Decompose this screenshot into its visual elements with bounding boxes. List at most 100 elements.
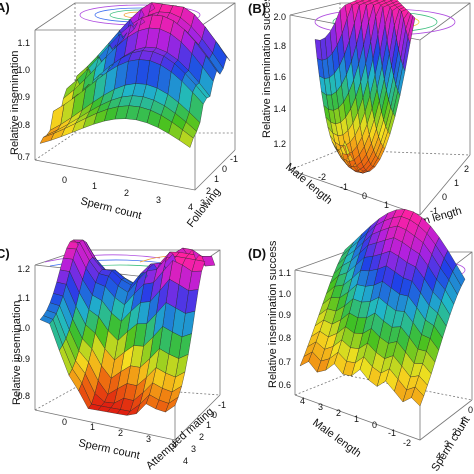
y-tick: 1 xyxy=(460,416,465,426)
z-tick: 1.0 xyxy=(278,289,291,299)
surface-facet xyxy=(116,409,131,416)
z-tick: 1.0 xyxy=(17,323,30,333)
x-tick: 1 xyxy=(92,181,97,191)
z-tick: 1.6 xyxy=(273,72,286,82)
y-tick: -1 xyxy=(340,182,348,192)
x-tick: 2 xyxy=(118,428,123,438)
surface-facet xyxy=(179,129,194,148)
z-tick: 1.8 xyxy=(273,41,286,51)
x-tick: 3 xyxy=(146,434,151,444)
panel-a-xlabel: Sperm count xyxy=(79,195,142,222)
z-tick: 0.9 xyxy=(278,310,291,320)
panel-b-label: (B) xyxy=(248,1,266,16)
panel-c-xlabel: Sperm count xyxy=(77,437,141,462)
y-tick: 3 xyxy=(200,198,205,208)
surface-facet xyxy=(342,361,356,377)
z-tick: 0.7 xyxy=(17,152,30,162)
panel-d-label: (D) xyxy=(248,246,266,261)
panel-a-zticks: 0.7 0.8 0.9 1.0 1.1 xyxy=(17,38,30,162)
y-tick: 1 xyxy=(384,200,389,210)
z-tick: 1.1 xyxy=(17,38,30,48)
x-tick: 0 xyxy=(62,417,67,427)
y-tick: -1 xyxy=(218,400,226,410)
y-tick: 1 xyxy=(214,174,219,184)
y-tick: 1 xyxy=(206,420,211,430)
z-tick: 1.1 xyxy=(278,268,291,278)
y-tick: 0 xyxy=(212,410,217,420)
z-tick: 0.6 xyxy=(278,380,291,390)
y-tick: 4 xyxy=(436,451,441,461)
panel-d-yticks: 0 1 2 3 4 xyxy=(436,405,473,461)
x-tick: -2 xyxy=(403,438,411,448)
panel-c-yticks: -1 0 1 2 3 4 xyxy=(183,400,226,466)
y-tick: 2 xyxy=(206,186,211,196)
x-tick: 3 xyxy=(156,195,161,205)
x-tick: 1 xyxy=(354,414,359,424)
panel-a: 0.7 0.8 0.9 1.0 1.1 0 1 2 3 4 -1 0 1 2 3… xyxy=(0,0,238,230)
z-tick: 0.8 xyxy=(278,333,291,343)
x-tick: 4 xyxy=(172,440,177,450)
x-tick: 2 xyxy=(336,408,341,418)
y-tick: -2 xyxy=(318,172,326,182)
x-tick: 2 xyxy=(464,164,469,174)
surface-facet xyxy=(411,386,425,407)
panel-a-label: A) xyxy=(0,0,10,15)
panel-d-xticks: 4 3 2 1 0 -1 -2 xyxy=(300,396,411,448)
x-tick: 3 xyxy=(318,402,323,412)
y-tick: 0 xyxy=(362,191,367,201)
z-tick: 0.7 xyxy=(278,357,291,367)
y-tick: 4 xyxy=(183,456,188,466)
surface-facet xyxy=(355,171,363,174)
panel-d-zlabel: Relative insemination success xyxy=(267,240,279,388)
panel-b-ylabel: Male length xyxy=(283,161,334,207)
x-tick: 4 xyxy=(300,396,305,406)
y-tick: 3 xyxy=(191,444,196,454)
panel-c-label: C) xyxy=(0,246,10,261)
z-tick: 0.8 xyxy=(17,120,30,130)
panel-c-zlabel: Relative insemination xyxy=(11,300,23,405)
panel-a-surface xyxy=(39,2,231,148)
x-tick: 0 xyxy=(442,192,447,202)
x-tick: 1 xyxy=(90,422,95,432)
panel-b-surface xyxy=(314,0,416,174)
x-tick: -1 xyxy=(430,206,438,216)
surface-facet xyxy=(316,358,330,373)
panel-a-zlabel: Relative insemination xyxy=(9,50,21,155)
panel-d-surface xyxy=(299,209,466,407)
x-tick: 1 xyxy=(454,178,459,188)
x-tick: 4 xyxy=(188,202,193,212)
panel-d-ylabel: Sperm count xyxy=(429,414,472,473)
y-tick: -1 xyxy=(230,154,238,164)
z-tick: 0.8 xyxy=(17,391,30,401)
surface-facet xyxy=(39,133,55,144)
panel-c-surface xyxy=(39,239,216,416)
x-tick: 0 xyxy=(62,175,67,185)
z-tick: 1.4 xyxy=(273,104,286,114)
z-tick: 1.2 xyxy=(273,139,286,149)
z-tick: 1.1 xyxy=(17,293,30,303)
panel-b: 1.2 1.4 1.6 1.8 2.0 -2 -1 0 1 2 -2 -1 0 … xyxy=(248,0,471,243)
x-tick: 0 xyxy=(372,420,377,430)
z-tick: 0.9 xyxy=(17,354,30,364)
panel-c-zticks: 0.8 0.9 1.0 1.1 1.2 xyxy=(17,264,30,401)
panel-b-zticks: 1.2 1.4 1.6 1.8 2.0 xyxy=(273,12,286,149)
x-tick: 2 xyxy=(124,188,129,198)
y-tick: 0 xyxy=(222,164,227,174)
x-tick: -1 xyxy=(388,428,396,438)
panel-c-ylabel: Attempted mating xyxy=(144,406,216,473)
panel-b-zlabel: Relative insemination success xyxy=(261,0,273,138)
panel-d-zticks: 0.6 0.7 0.8 0.9 1.0 1.1 xyxy=(278,268,291,390)
z-tick: 1.2 xyxy=(17,264,30,274)
y-tick: 2 xyxy=(452,427,457,437)
panel-a-yticks: -1 0 1 2 3 xyxy=(200,154,238,208)
panel-a-xticks: 0 1 2 3 4 xyxy=(62,175,193,212)
z-tick: 0.9 xyxy=(17,92,30,102)
surface-facet xyxy=(155,399,169,413)
z-tick: 1.0 xyxy=(17,65,30,75)
y-tick: 0 xyxy=(468,405,473,415)
y-tick: 2 xyxy=(199,432,204,442)
panel-c-xticks: 0 1 2 3 4 xyxy=(62,417,177,450)
y-tick: 3 xyxy=(444,439,449,449)
surface-facet xyxy=(362,170,371,174)
